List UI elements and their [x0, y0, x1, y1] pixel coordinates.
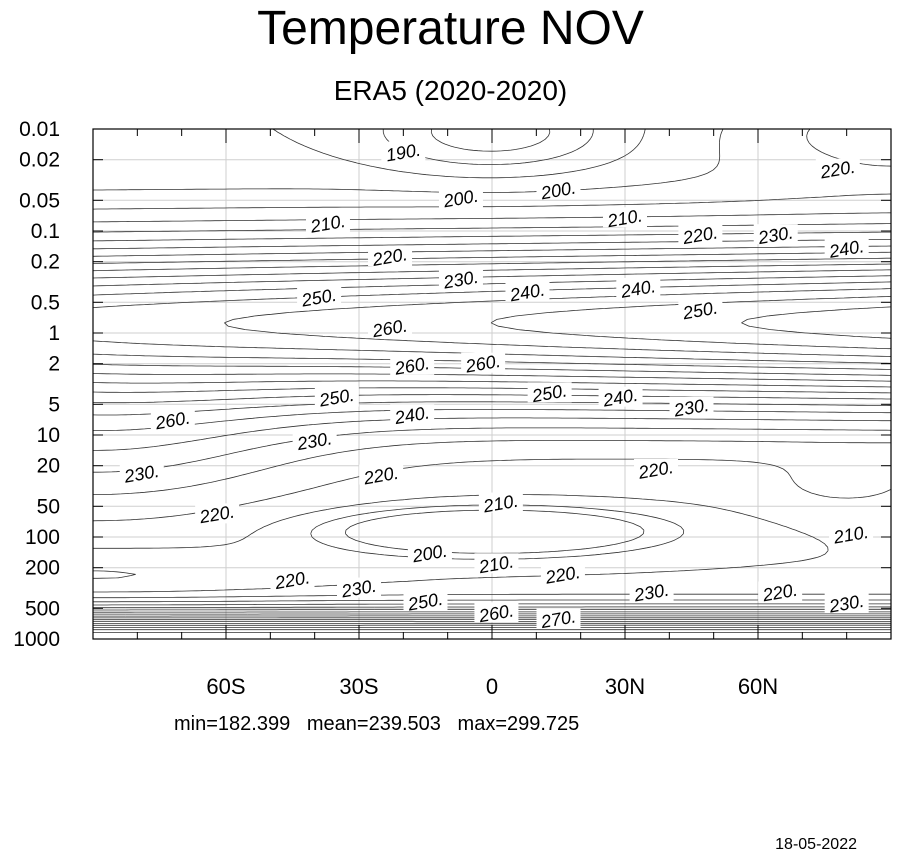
stats-summary: min=182.399 mean=239.503 max=299.725: [174, 713, 580, 735]
contour-label-bg: [438, 268, 483, 289]
contour-label-bg: [616, 277, 661, 298]
y-tick-label: 0.5: [31, 291, 60, 314]
contour-label-bg: [195, 503, 240, 524]
x-tick-label: 60N: [738, 674, 778, 699]
contour-label-bg: [305, 212, 350, 233]
axis-ticks: [93, 128, 891, 640]
contour-label-bg: [527, 382, 572, 403]
contour-label-bg: [297, 286, 342, 307]
contour-label-bg: [359, 464, 404, 485]
contour-line: [93, 306, 892, 633]
y-tick-label: 100: [25, 526, 60, 549]
contour-line: [93, 128, 685, 579]
contour-label-bg: [438, 187, 483, 208]
contour-label-bg: [390, 354, 435, 375]
y-tick-labels: 0.01 0.02 0.05 0.1 0.2 0.5 1 2 5 10 20 50 100 200 500 1…: [13, 118, 60, 651]
contour-line: [93, 296, 892, 631]
contour-label-bg: [536, 179, 581, 200]
contour-label-bg: [314, 386, 359, 407]
contour-line: [92, 251, 892, 617]
contour-label-bg: [292, 430, 337, 451]
y-tick-label: 0.1: [31, 220, 60, 243]
y-tick-label: 20: [37, 455, 60, 478]
footer-date: 18-05-2022: [775, 836, 857, 853]
contour-line: [93, 288, 892, 628]
contour-label-bg: [505, 281, 550, 302]
contour-label-bg: [474, 553, 519, 574]
contour-label-bg: [407, 542, 452, 563]
contour-label-bg: [461, 352, 506, 373]
contour-label-bg: [815, 158, 860, 179]
contour-label-bg: [758, 581, 803, 602]
contour-label-bg: [678, 224, 723, 245]
contour-label-bg: [824, 592, 869, 613]
y-tick-label: 1: [48, 322, 60, 345]
contour-label-bg: [478, 492, 523, 513]
x-tick-label: 30S: [339, 674, 378, 699]
y-tick-label: 50: [37, 495, 60, 518]
contour-label-bg: [678, 299, 723, 320]
x-tick-label: 0: [486, 674, 498, 699]
contour-label-bg: [368, 246, 413, 267]
x-tick-labels: 60S 30S 0 30N 60N: [206, 674, 778, 699]
x-tick-label: 60S: [206, 674, 245, 699]
x-tick-label: 30N: [605, 674, 645, 699]
y-tick-label: 0.01: [19, 118, 60, 141]
y-tick-label: 1000: [13, 628, 60, 651]
chart-title: Temperature NOV: [257, 2, 644, 55]
contour-line: [92, 128, 892, 603]
y-tick-label: 0.2: [31, 251, 60, 274]
contour-label-bg: [634, 458, 679, 479]
contour-label-bg: [669, 396, 714, 417]
y-tick-label: 5: [48, 393, 60, 416]
contour-label-bg: [368, 317, 413, 338]
contour-label-bg: [824, 237, 869, 258]
contour-label-bg: [536, 608, 581, 629]
contour-label-bg: [381, 141, 426, 162]
contour-label-bg: [753, 224, 798, 245]
contour-label-bg: [598, 386, 643, 407]
contour-line: [92, 269, 892, 622]
contour-label-bg: [629, 581, 674, 602]
contour-label-bg: [150, 409, 195, 430]
y-tick-label: 2: [48, 353, 60, 376]
contour-label-bg: [337, 577, 381, 598]
contour-labels: 190.200. 200.220.210. 210.220. 230.240.220.…: [119, 140, 874, 632]
contour-line: [92, 239, 892, 613]
contour-line: [92, 281, 892, 626]
y-tick-label: 200: [25, 557, 60, 580]
contour-label-bg: [603, 207, 647, 228]
contour-line: [93, 223, 891, 608]
contour-label-bg: [270, 569, 315, 590]
contour-label-bg: [829, 523, 874, 544]
contour-label-bg: [403, 590, 448, 611]
contour-line: [92, 128, 892, 599]
y-tick-label: 500: [25, 597, 60, 620]
y-tick-label: 0.05: [19, 189, 60, 212]
chart-subtitle: ERA5 (2020-2020): [333, 75, 568, 106]
contour-label-bg: [474, 602, 519, 623]
contour-label-bg: [390, 404, 435, 425]
contour-line: [92, 275, 892, 624]
contour-label-bg: [540, 563, 585, 584]
y-tick-label: 0.02: [19, 149, 60, 172]
contour-line: [92, 263, 892, 621]
contour-label-bg: [119, 462, 164, 483]
y-tick-label: 10: [37, 424, 60, 447]
